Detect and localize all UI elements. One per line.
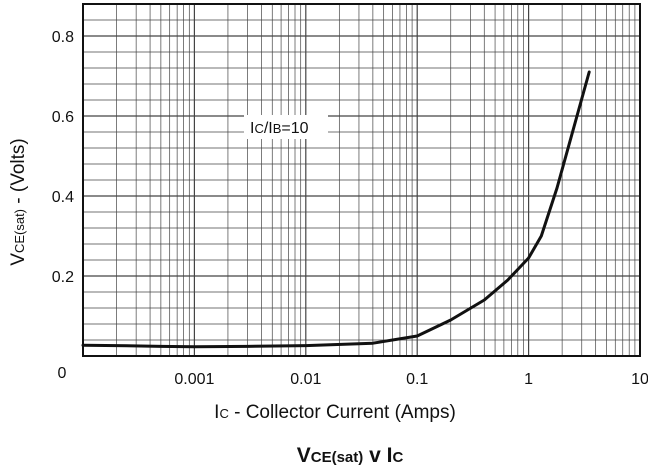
x-tick-label: 0.1: [406, 371, 428, 388]
y-axis-label: VCE(sat) - (Volts): [8, 138, 29, 265]
x-tick-label: 1: [524, 371, 533, 388]
origin-tick-label: 0: [58, 365, 67, 382]
plot-frame: [82, 3, 641, 357]
x-tick-label: 0.01: [290, 371, 321, 388]
y-tick-label: 0.2: [52, 269, 74, 286]
chart-title: VCE(sat) v IC: [297, 444, 404, 467]
chart-marks: [81, 70, 591, 349]
annotation-background: [244, 115, 328, 139]
y-tick-label: 0.6: [52, 109, 74, 126]
y-tick-label: 0.8: [52, 29, 74, 46]
y-tick-label: 0.4: [52, 189, 74, 206]
x-tick-label: 0.001: [174, 371, 214, 388]
x-tick-label: 10: [631, 371, 648, 388]
series-line: [81, 70, 591, 349]
x-axis-label: IC - Collector Current (Amps): [214, 402, 456, 423]
grid-lines: [83, 4, 640, 356]
annotation-label: IC/IB=10: [250, 120, 309, 137]
